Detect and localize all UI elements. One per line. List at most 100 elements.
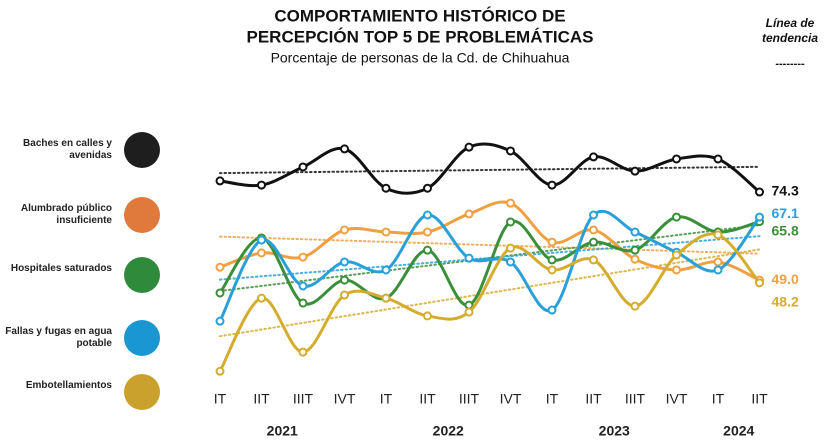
point <box>589 225 598 235</box>
point <box>506 243 515 253</box>
point <box>423 210 432 220</box>
x-tick-label: IT <box>712 391 725 407</box>
point <box>630 166 640 176</box>
point <box>298 252 308 262</box>
year-label: 2022 <box>433 423 464 439</box>
trend-label: Línea de tendencia <box>761 16 818 45</box>
point <box>215 176 225 186</box>
x-tick-label: IIIT <box>459 391 480 407</box>
legend-icon <box>124 257 160 293</box>
point <box>755 187 764 197</box>
point <box>257 180 266 190</box>
point <box>298 347 308 357</box>
point <box>630 227 640 237</box>
legend-label: Alumbrado público insuficiente <box>20 203 112 226</box>
point <box>381 293 391 303</box>
point <box>506 146 515 156</box>
point <box>298 298 308 308</box>
point <box>630 245 640 255</box>
trend-line <box>219 165 761 175</box>
trend-symbol: -------- <box>775 58 805 70</box>
legend-label: Embotellamientos <box>25 380 112 391</box>
point <box>381 265 391 275</box>
point <box>672 212 681 222</box>
value-label: 65.8 <box>772 222 799 238</box>
point <box>589 152 598 162</box>
point <box>257 293 266 303</box>
chart-title: COMPORTAMIENTO HISTÓRICO DE <box>274 6 565 25</box>
trend-line <box>219 235 761 281</box>
x-tick-label: IIT <box>253 391 270 407</box>
legend-icon <box>124 197 160 233</box>
point <box>713 265 723 275</box>
x-tick-label: IT <box>214 391 227 407</box>
point <box>340 144 349 154</box>
point <box>423 245 432 255</box>
point <box>589 255 598 265</box>
point <box>506 198 515 208</box>
x-tick-label: IIT <box>419 391 436 407</box>
point <box>630 254 640 264</box>
point <box>547 265 557 275</box>
point <box>257 235 266 245</box>
x-tick-label: IIT <box>585 391 602 407</box>
chart-title: PERCEPCIÓN TOP 5 DE PROBLEMÁTICAS <box>247 27 594 46</box>
value-label: 48.2 <box>772 294 799 310</box>
x-tick-label: IVT <box>666 391 688 407</box>
value-label: 67.1 <box>772 205 799 221</box>
legend-icon <box>124 132 160 168</box>
point <box>298 281 308 291</box>
point <box>589 237 598 247</box>
legend-icon <box>124 374 160 410</box>
point <box>298 162 308 172</box>
point <box>215 262 225 272</box>
value-label: 49.0 <box>772 271 799 287</box>
x-tick-label: IIT <box>751 391 768 407</box>
point <box>381 227 391 237</box>
value-label: 74.3 <box>772 183 799 199</box>
point <box>340 290 349 300</box>
point <box>464 253 474 263</box>
legend-label: Hospitales saturados <box>10 263 112 274</box>
point <box>423 311 432 321</box>
point <box>257 248 266 258</box>
point <box>464 142 474 152</box>
point <box>589 210 598 220</box>
point <box>672 154 681 164</box>
point <box>215 316 225 326</box>
point <box>215 366 225 376</box>
point <box>506 217 515 227</box>
point <box>713 257 723 267</box>
point <box>630 301 640 311</box>
point <box>713 230 723 240</box>
trend-line <box>219 235 761 255</box>
point <box>755 212 764 222</box>
point <box>381 183 391 193</box>
point <box>713 154 723 164</box>
point <box>340 225 349 235</box>
point <box>464 307 474 317</box>
x-tick-label: IT <box>380 391 393 407</box>
point <box>672 265 681 275</box>
point <box>547 237 557 247</box>
point <box>547 180 557 190</box>
year-label: 2021 <box>267 423 298 439</box>
x-tick-label: IT <box>546 391 559 407</box>
point <box>340 275 349 285</box>
legend-label: Baches en calles y avenidas <box>23 138 112 161</box>
point <box>215 288 225 298</box>
legend-label: Fallas y fugas en agua potable <box>5 326 112 349</box>
year-label: 2024 <box>723 423 754 439</box>
x-tick-label: IIIT <box>293 391 314 407</box>
point <box>464 209 474 219</box>
x-tick-label: IIIT <box>625 391 646 407</box>
point <box>547 255 557 265</box>
point <box>672 250 681 260</box>
year-label: 2023 <box>599 423 630 439</box>
point <box>423 183 432 193</box>
legend-icon <box>124 320 160 356</box>
chart-subtitle: Porcentaje de personas de la Cd. de Chih… <box>271 50 570 66</box>
point <box>506 257 515 267</box>
